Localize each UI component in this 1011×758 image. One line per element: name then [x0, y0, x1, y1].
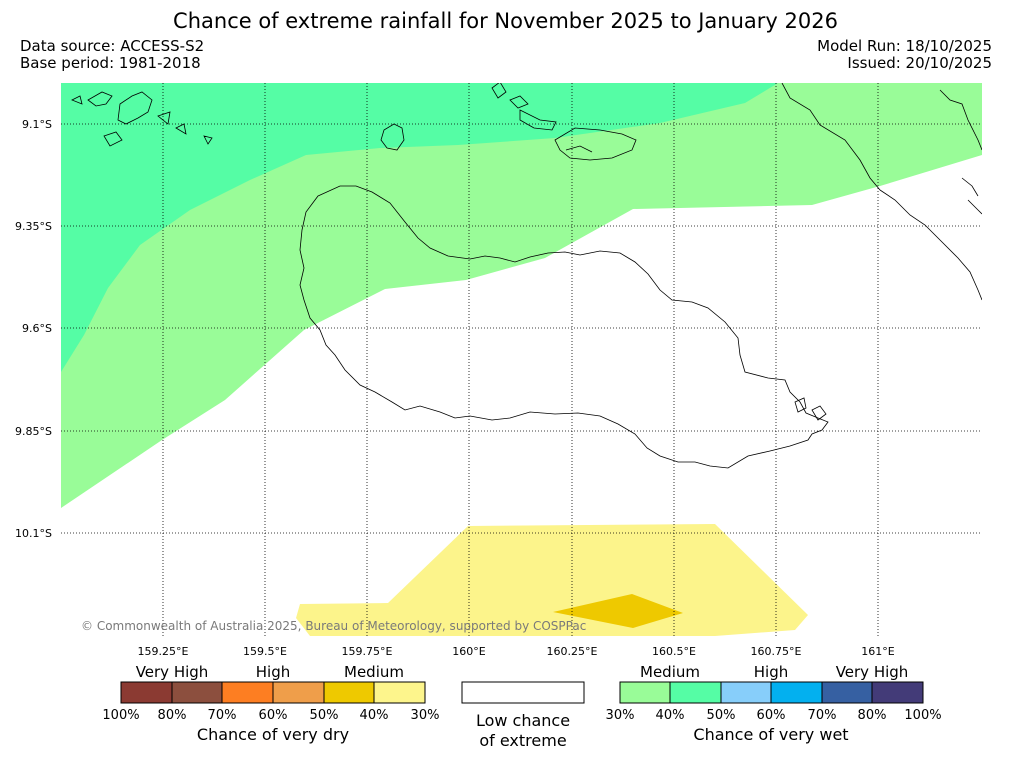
- run-info: Model Run: 18/10/2025 Issued: 20/10/2025: [817, 38, 992, 72]
- east-guadalcanal-islets: [794, 397, 827, 421]
- dry-swatch: [171, 681, 223, 704]
- dry-30-40-region: [296, 524, 808, 636]
- wet-swatch: [821, 681, 873, 704]
- issued-date: Issued: 20/10/2025: [847, 54, 992, 72]
- savo-nggela-islands-coast: [71, 91, 213, 147]
- wet-pct: 30%: [606, 708, 635, 723]
- lon-label: 159.25°E: [138, 645, 189, 658]
- dry-colorbar: [120, 681, 426, 704]
- dry-swatch: [323, 681, 375, 704]
- wet-40-50-region: [61, 83, 778, 372]
- map-area: [61, 83, 982, 636]
- dry-swatch: [120, 681, 173, 704]
- dry-header: Medium: [344, 663, 404, 681]
- neutral-caption-line2: of extreme: [479, 731, 566, 750]
- wet-swatch: [669, 681, 722, 704]
- lon-label: 159.75°E: [342, 645, 393, 658]
- lon-label: 161°E: [861, 645, 894, 658]
- wet-swatch: [770, 681, 823, 704]
- lat-label: 9.1°S: [22, 118, 52, 131]
- dry-pct: 60%: [259, 708, 288, 723]
- wet-header: Very High: [836, 663, 909, 681]
- data-source: Data source: ACCESS-S2: [20, 37, 205, 55]
- lat-label: 9.35°S: [15, 220, 52, 233]
- dry-pct: 80%: [158, 708, 187, 723]
- dry-40-50-region: [553, 594, 683, 628]
- neutral-caption-line1: Low chance: [476, 711, 570, 730]
- dry-pct: 50%: [310, 708, 339, 723]
- dry-pct: 30%: [411, 708, 440, 723]
- map-title: Chance of extreme rainfall for November …: [173, 9, 838, 33]
- dry-swatch: [221, 681, 274, 704]
- lon-label: 160.5°E: [652, 645, 696, 658]
- dry-pct: 40%: [360, 708, 389, 723]
- lon-label: 160.25°E: [547, 645, 598, 658]
- dry-swatch: [272, 681, 325, 704]
- wet-pct: 70%: [808, 708, 837, 723]
- russell-island-coast: [380, 123, 405, 151]
- dry-caption: Chance of very dry: [197, 725, 349, 744]
- wet-swatch: [619, 681, 671, 704]
- wet-pct: 50%: [707, 708, 736, 723]
- wet-pct: 40%: [656, 708, 685, 723]
- lat-label: 10.1°S: [15, 527, 52, 540]
- copyright-notice: © Commonwealth of Australia 2025, Bureau…: [81, 619, 587, 633]
- wet-caption: Chance of very wet: [693, 725, 848, 744]
- coastlines: [71, 83, 982, 469]
- lon-label: 159.5°E: [243, 645, 287, 658]
- wet-pct: 60%: [757, 708, 786, 723]
- dry-header: High: [256, 663, 290, 681]
- wet-header: High: [754, 663, 788, 681]
- guadalcanal-coast: [299, 185, 829, 469]
- wet-swatch: [720, 681, 772, 704]
- lon-label: 160°E: [452, 645, 485, 658]
- base-period: Base period: 1981-2018: [20, 54, 201, 72]
- wet-legend: Medium High Very High 30% 40% 50% 60% 70…: [606, 663, 942, 744]
- neutral-legend: Low chance of extreme: [461, 681, 585, 750]
- lat-label: 9.6°S: [22, 322, 52, 335]
- lon-label: 160.75°E: [751, 645, 802, 658]
- graticule: [61, 83, 982, 636]
- dry-swatch: [373, 681, 426, 704]
- wet-30-40-region: [61, 83, 982, 508]
- wet-header: Medium: [640, 663, 700, 681]
- florida-islands-coast: [491, 83, 637, 161]
- neutral-swatch: [461, 681, 585, 704]
- wet-swatch: [871, 681, 924, 704]
- dry-pct: 70%: [208, 708, 237, 723]
- model-run: Model Run: 18/10/2025: [817, 37, 992, 55]
- dry-pct: 100%: [102, 708, 139, 723]
- wet-pct: 100%: [904, 708, 941, 723]
- lat-label: 9.85°S: [15, 425, 52, 438]
- source-info: Data source: ACCESS-S2 Base period: 1981…: [20, 38, 204, 72]
- malaita-coast: [781, 83, 982, 301]
- dry-header: Very High: [136, 663, 209, 681]
- wet-colorbar: [619, 681, 924, 704]
- wet-pct: 80%: [858, 708, 887, 723]
- dry-legend: Very High High Medium 100% 80% 70% 60% 5…: [102, 663, 439, 744]
